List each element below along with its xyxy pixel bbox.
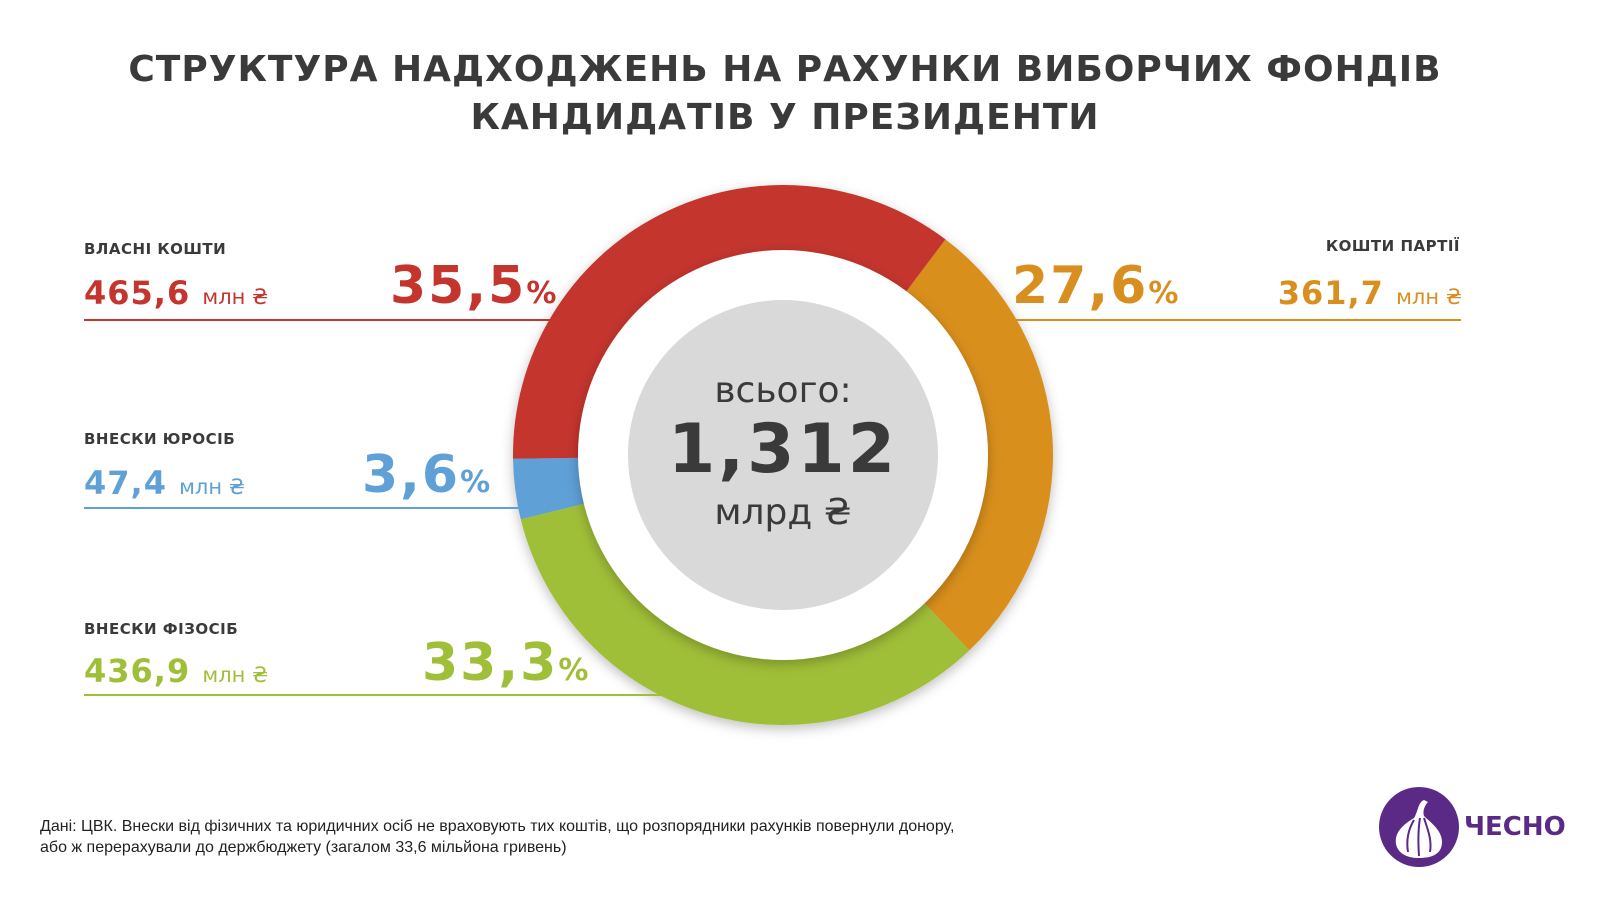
- percent-legal-entities: 3,6%: [362, 445, 491, 505]
- center-unit: млрд ₴: [714, 492, 852, 533]
- leader-line-legal-entities: [84, 507, 520, 509]
- center-disc: [628, 300, 938, 610]
- center-caption: всього:: [714, 370, 852, 411]
- leader-line-own-funds: [84, 319, 559, 321]
- chesno-logo-icon: [1379, 787, 1459, 867]
- label-legal-entities: ВНЕСКИ ЮРОСІБ: [84, 430, 236, 448]
- label-own-funds: ВЛАСНІ КОШТИ: [84, 240, 227, 258]
- center-total: 1,312: [667, 410, 899, 489]
- amount-own-funds: 465,6 млн ₴: [84, 274, 269, 312]
- label-individuals: ВНЕСКИ ФІЗОСІБ: [84, 620, 239, 638]
- footnote-line-1: Дані: ЦВК. Внески від фізичних та юридич…: [40, 818, 955, 835]
- leader-line-individuals: [84, 694, 664, 696]
- amount-individuals: 436,9 млн ₴: [84, 652, 269, 690]
- percent-own-funds: 35,5%: [390, 256, 557, 316]
- leader-line-party-funds: [1015, 319, 1461, 321]
- title-line-1: СТРУКТУРА НАДХОДЖЕНЬ НА РАХУНКИ ВИБОРЧИХ…: [128, 49, 1442, 90]
- page-title: СТРУКТУРА НАДХОДЖЕНЬ НА РАХУНКИ ВИБОРЧИХ…: [0, 46, 1570, 142]
- amount-party-funds: 361,7 млн ₴: [1277, 274, 1462, 312]
- percent-party-funds: 27,6%: [1012, 256, 1179, 316]
- amount-legal-entities: 47,4 млн ₴: [84, 464, 246, 502]
- footnote: Дані: ЦВК. Внески від фізичних та юридич…: [40, 816, 954, 858]
- title-line-2: КАНДИДАТІВ У ПРЕЗИДЕНТИ: [470, 97, 1100, 138]
- label-party-funds: КОШТИ ПАРТІЇ: [1325, 237, 1460, 255]
- footnote-line-2: або ж перерахували до держбюджету (загал…: [40, 839, 567, 856]
- percent-individuals: 33,3%: [422, 633, 589, 693]
- logo-text: ЧЕСНО: [1464, 812, 1566, 842]
